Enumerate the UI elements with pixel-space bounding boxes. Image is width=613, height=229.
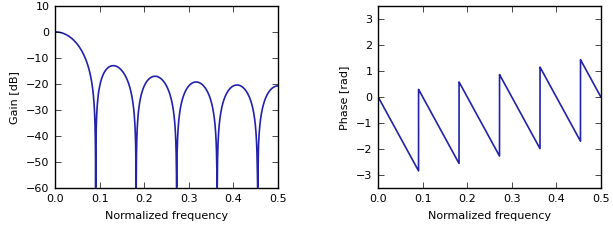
Y-axis label: Gain [dB]: Gain [dB] — [9, 71, 19, 124]
Y-axis label: Phase [rad]: Phase [rad] — [339, 65, 349, 129]
X-axis label: Normalized frequency: Normalized frequency — [105, 210, 228, 220]
X-axis label: Normalized frequency: Normalized frequency — [428, 210, 551, 220]
